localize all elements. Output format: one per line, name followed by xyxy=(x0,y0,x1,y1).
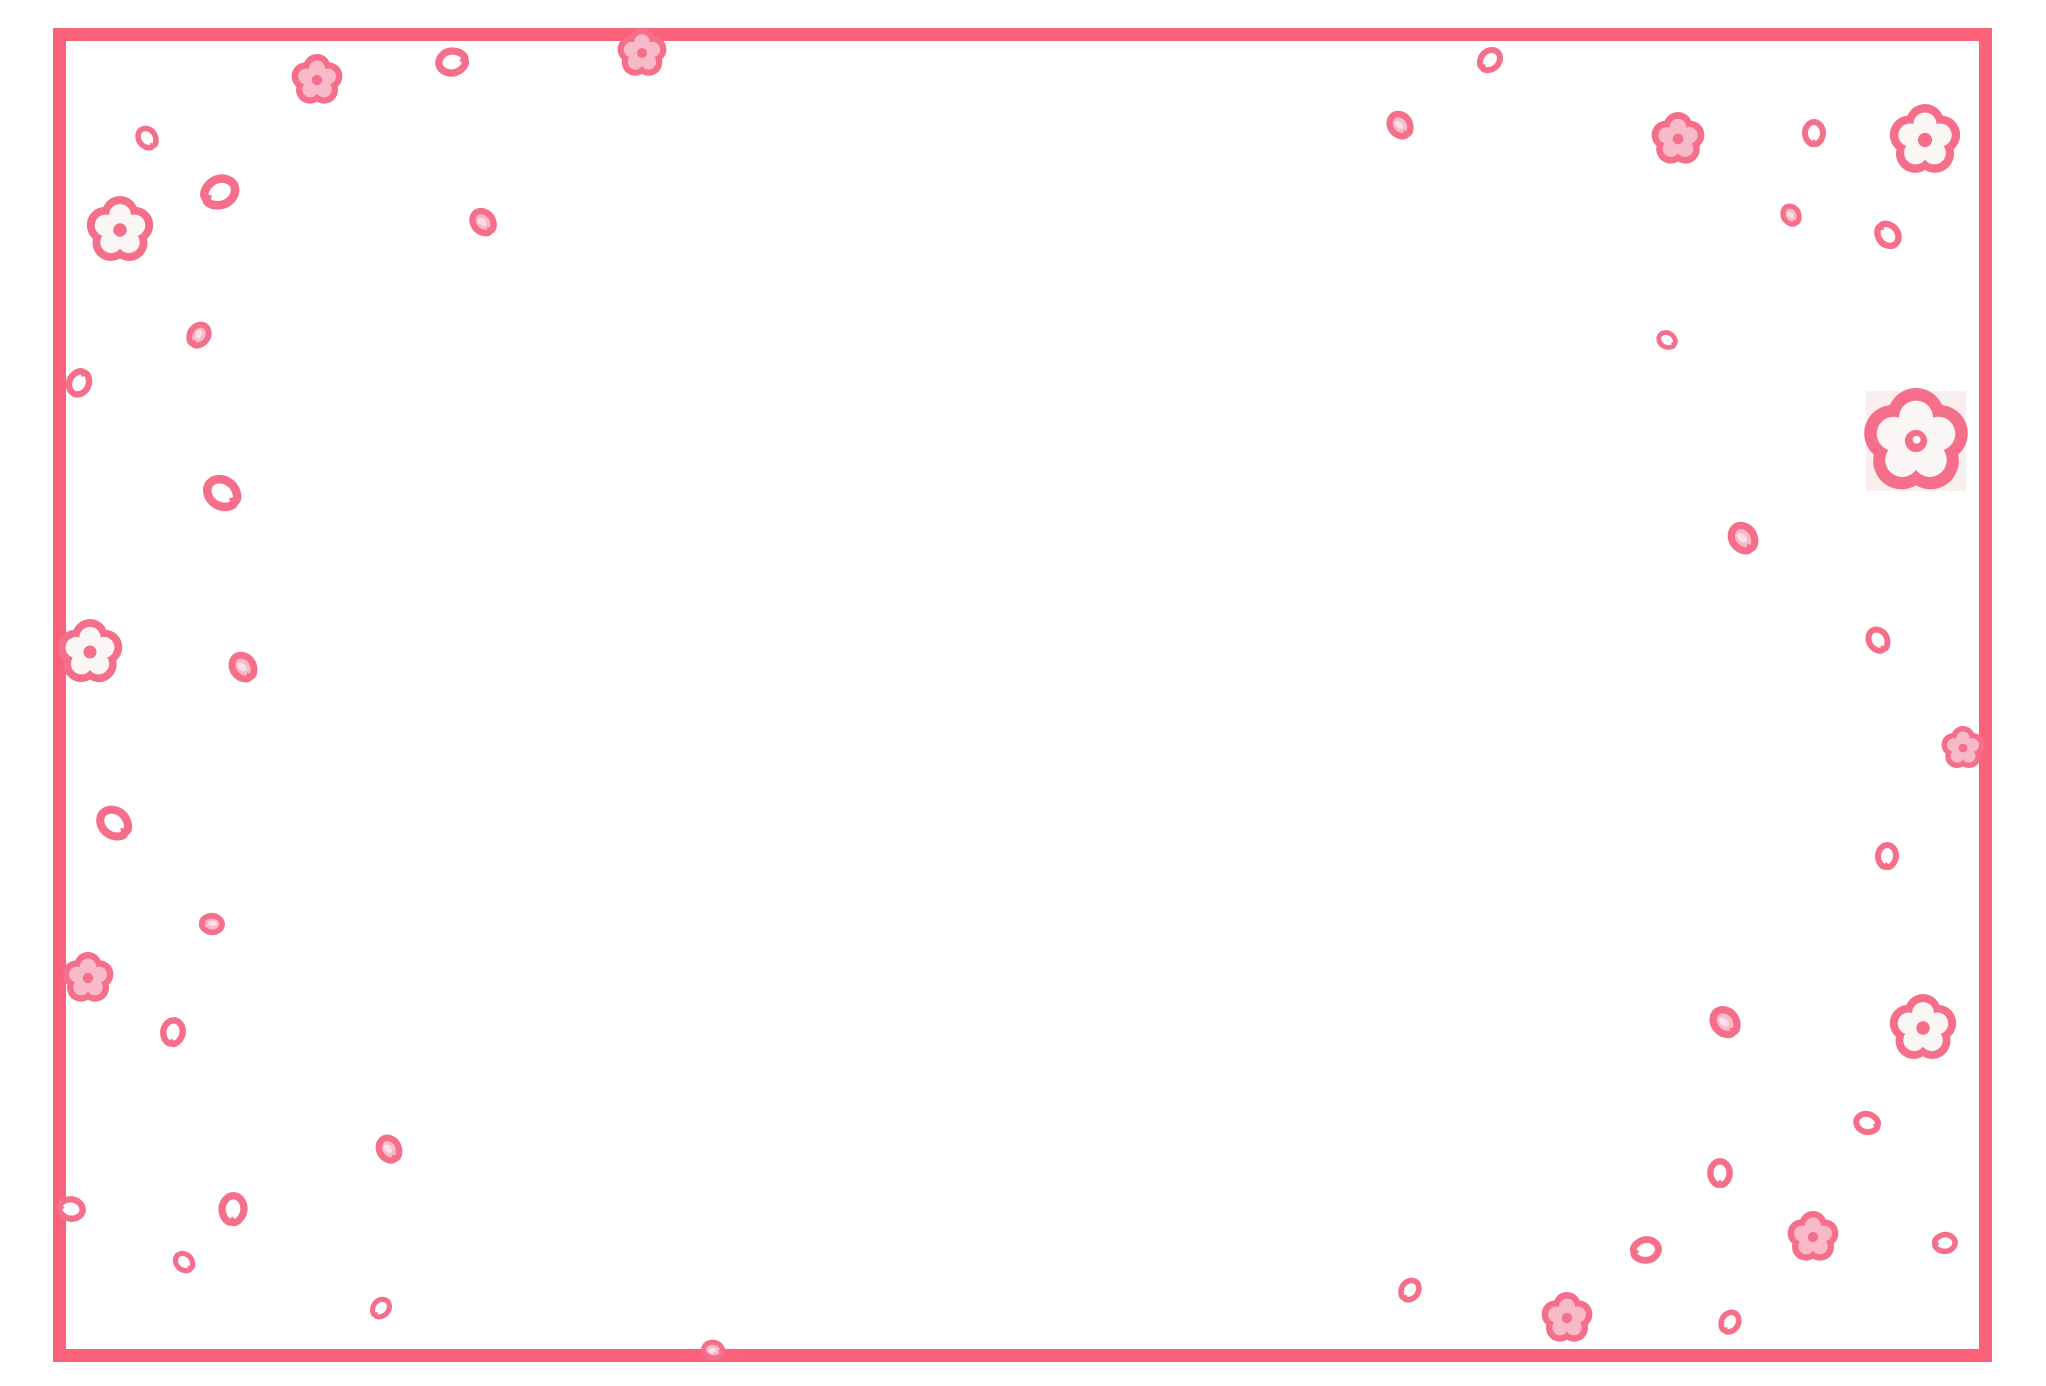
sakura-petal-white xyxy=(1714,1164,1727,1181)
sakura-petal-pink xyxy=(473,211,494,232)
sakura-petal-pink xyxy=(232,656,254,679)
sakura-petal-white xyxy=(1659,333,1675,347)
sakura-petal-white xyxy=(1880,848,1893,865)
sakura-petal-white xyxy=(1858,1115,1877,1131)
sakura-petal-white xyxy=(373,1299,390,1316)
sakura-petal-pink xyxy=(1713,1010,1737,1034)
sakura-petal-white xyxy=(206,179,234,204)
sakura-petal-pink xyxy=(1731,526,1754,550)
decoration-layer xyxy=(58,27,1985,1357)
sakura-petal-white xyxy=(1636,1242,1656,1259)
sakura-petal-white xyxy=(1937,1237,1953,1249)
sakura-petal-white xyxy=(100,810,127,836)
sakura-petal-white xyxy=(175,1253,192,1270)
sakura-petal-white xyxy=(225,1199,241,1220)
sakura-petal-white xyxy=(1401,1281,1419,1300)
sakura-petal-white xyxy=(1721,1313,1738,1331)
sakura-petal-white xyxy=(1869,630,1887,650)
sakura-petal-pink xyxy=(1390,114,1410,135)
sakura-petal-pink xyxy=(379,1138,399,1159)
sakura-petal-pink xyxy=(705,1344,720,1357)
sakura-petal-pink xyxy=(1783,206,1799,223)
sakura-petal-white xyxy=(138,129,156,148)
sakura-petal-pink xyxy=(204,918,220,930)
sakura-petal-pink xyxy=(189,325,208,345)
sakura-petal-white xyxy=(70,373,89,394)
sakura-petal-white xyxy=(1878,224,1899,245)
sakura-petal-white xyxy=(165,1022,181,1041)
sakura-petal-white xyxy=(61,1201,80,1217)
frame-border xyxy=(53,28,1992,1362)
sakura-petal-white xyxy=(208,479,237,506)
sakura-petal-white xyxy=(1480,50,1500,70)
sakura-petal-white xyxy=(441,53,463,71)
sakura-petal-white xyxy=(1808,125,1820,141)
